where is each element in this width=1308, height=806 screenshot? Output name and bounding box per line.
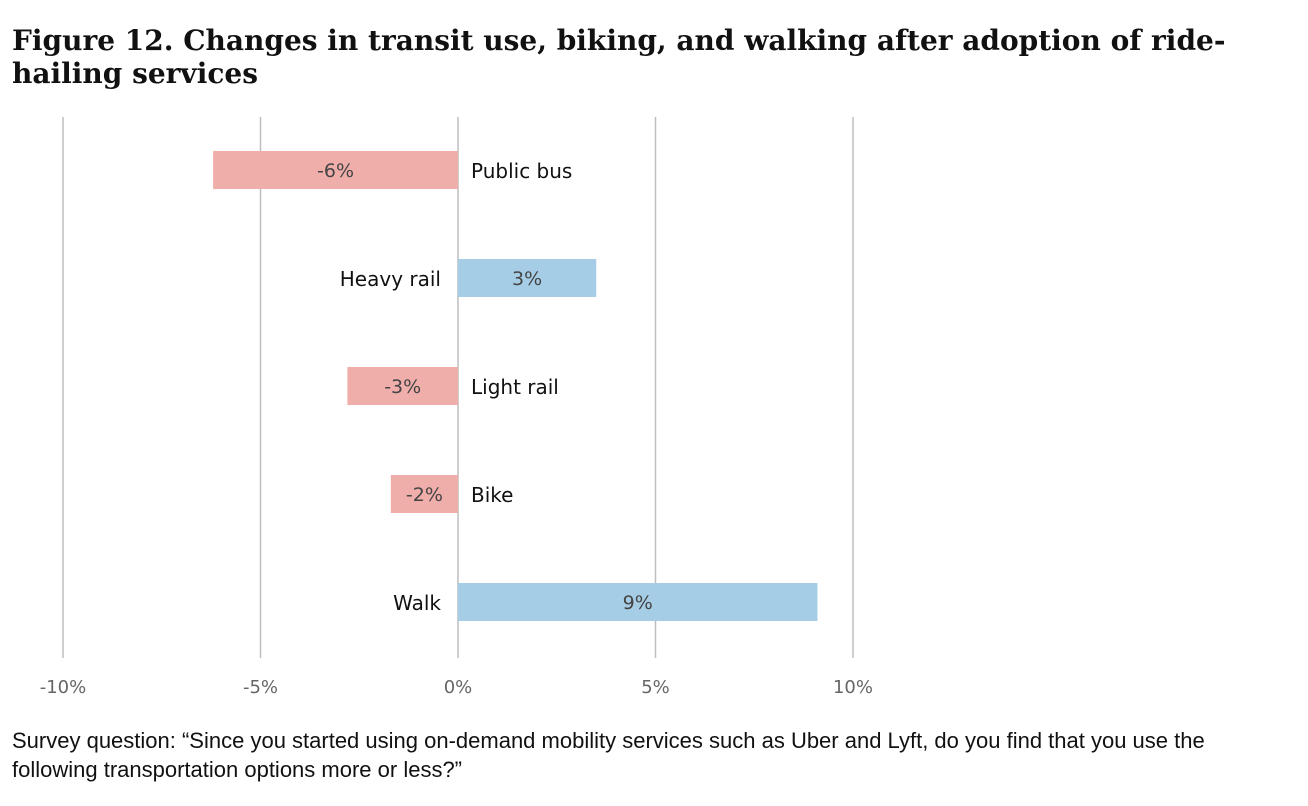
bar-walk bbox=[458, 583, 818, 621]
x-tick-label: 5% bbox=[641, 677, 670, 698]
category-label: Light rail bbox=[471, 375, 559, 399]
category-label: Bike bbox=[471, 483, 513, 507]
category-label: Walk bbox=[393, 591, 441, 615]
survey-caption: Survey question: “Since you started usin… bbox=[12, 728, 1205, 782]
bar-public-bus bbox=[213, 151, 458, 189]
labels: -6% Public bus 3% Heavy rail -3% Light rail -2… bbox=[317, 159, 653, 615]
data-label: -6% bbox=[317, 160, 354, 182]
bar-heavy-rail bbox=[458, 259, 597, 297]
bar-bike bbox=[390, 475, 458, 513]
x-tick-label: -10% bbox=[40, 677, 87, 698]
chart-title: Figure 12. Changes in transit use, bikin… bbox=[12, 24, 1226, 90]
data-label: 3% bbox=[512, 268, 542, 290]
data-label: -3% bbox=[384, 376, 421, 398]
bar-chart: -6% Public bus 3% Heavy rail -3% Light rail -2… bbox=[40, 117, 873, 698]
data-label: -2% bbox=[406, 484, 443, 506]
x-tick-label: 0% bbox=[444, 677, 473, 698]
data-label: 9% bbox=[623, 592, 653, 614]
category-label: Heavy rail bbox=[340, 267, 441, 291]
bar-light-rail bbox=[347, 367, 458, 405]
x-tick-label: 10% bbox=[833, 677, 873, 698]
category-label: Public bus bbox=[471, 159, 572, 183]
x-axis-ticks: -10% -5% 0% 5% 10% bbox=[40, 677, 873, 698]
bars bbox=[213, 151, 818, 621]
x-tick-label: -5% bbox=[243, 677, 278, 698]
